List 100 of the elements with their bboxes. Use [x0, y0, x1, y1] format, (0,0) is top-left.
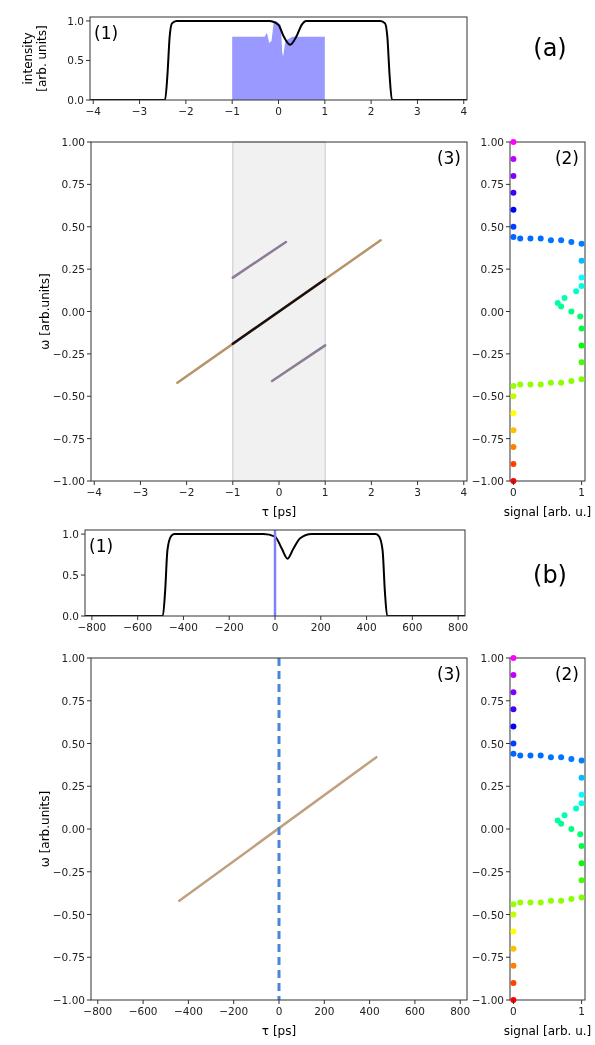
point [558, 897, 565, 904]
point [510, 962, 517, 969]
annotation: (1) [89, 536, 114, 556]
point [510, 383, 517, 390]
x-tick-label: 600 [404, 1005, 425, 1017]
y-tick-label: 0.0 [62, 610, 79, 622]
point [527, 235, 534, 242]
x-tick-label: −400 [169, 621, 198, 633]
point [537, 381, 544, 388]
x-tick-label: −1 [225, 486, 241, 498]
point [510, 740, 517, 747]
point [558, 237, 565, 244]
x-tick-label: −3 [132, 486, 149, 498]
point [578, 325, 585, 332]
x-tick-label: −200 [214, 621, 244, 633]
text: (b) [533, 561, 567, 589]
text: (a) [533, 34, 567, 62]
y-tick-label: −0.75 [471, 432, 504, 445]
y-tick-label: 0.00 [480, 823, 504, 835]
annotation: (1) [94, 23, 119, 43]
y-tick-label: 1.00 [480, 136, 504, 148]
x-tick-label: 3 [414, 486, 421, 498]
x-tick-label: 600 [402, 621, 423, 633]
x-tick-label: 0 [510, 1005, 517, 1017]
annotation: (3) [436, 664, 461, 684]
point [578, 240, 585, 247]
point [510, 233, 517, 240]
point [510, 945, 517, 952]
point [517, 235, 524, 242]
point [547, 379, 554, 386]
point [510, 139, 517, 145]
y-tick-label: 0.5 [67, 54, 84, 67]
point [510, 750, 517, 757]
point [527, 899, 534, 906]
point [510, 911, 517, 918]
y-tick-label: 0.75 [61, 178, 85, 191]
point [554, 300, 561, 307]
x-tick-label: −4 [85, 105, 102, 117]
y-tick-label: 0.25 [61, 263, 85, 276]
point [568, 378, 575, 384]
x-tick-label: −600 [123, 621, 153, 633]
point [510, 427, 517, 434]
point [510, 979, 517, 986]
x-tick-label: 0 [275, 486, 283, 498]
point [577, 313, 584, 320]
point [568, 239, 575, 246]
x-tick-label: 0 [275, 1005, 283, 1017]
annotation: (3) [436, 148, 461, 168]
point [568, 308, 575, 315]
point [561, 812, 568, 819]
x-tick-label: −3 [131, 105, 148, 117]
point [573, 288, 580, 295]
y-tick-label: −1.00 [471, 475, 504, 487]
y-tick-label: 0.50 [480, 220, 504, 233]
y-tick-label: 0.75 [480, 178, 504, 191]
point [517, 381, 524, 388]
point [578, 342, 585, 349]
point [537, 899, 544, 906]
x-tick-label: −600 [128, 1005, 158, 1017]
point [517, 752, 524, 759]
x-tick-label: 4 [460, 486, 468, 498]
y-tick-label: −0.25 [471, 865, 504, 878]
x-tick-label: 2 [368, 486, 375, 498]
x-tick-label: 1 [321, 105, 329, 117]
point [578, 877, 585, 884]
x-tick-label: 200 [314, 1005, 335, 1017]
x-axis-title: τ [ps] [261, 505, 297, 519]
point [578, 843, 585, 850]
x-tick-label: 400 [356, 621, 377, 633]
x-tick-label: 200 [310, 621, 331, 633]
y-tick-label: 0.75 [61, 694, 85, 707]
point [577, 831, 584, 838]
point [527, 381, 534, 388]
point [510, 672, 517, 679]
x-tick-label: 800 [450, 1005, 471, 1017]
x-axis-title: signal [arb. u.] [503, 1024, 592, 1038]
x-tick-label: −400 [173, 1005, 203, 1017]
y-tick-label: −0.50 [52, 390, 85, 403]
y-tick-label: 1.0 [67, 14, 84, 27]
y-tick-label: −0.50 [52, 908, 85, 921]
point [510, 689, 517, 696]
point [510, 928, 517, 935]
x-axis-title: signal [arb. u.] [503, 505, 592, 519]
x-tick-label: 2 [367, 105, 375, 117]
point [510, 461, 517, 468]
x-tick-label: −800 [77, 621, 107, 633]
x-tick-label: −2 [178, 105, 194, 117]
point [558, 820, 565, 827]
point [547, 897, 554, 904]
x-tick-label: 0 [275, 105, 282, 117]
point [510, 901, 517, 908]
point [578, 860, 585, 867]
x-tick-label: 1 [321, 486, 329, 498]
y-tick-label: −0.50 [471, 390, 504, 403]
x-tick-label: −1 [224, 105, 240, 117]
point [578, 791, 585, 798]
x-tick-label: 1 [578, 1005, 585, 1017]
y-tick-label: 0.75 [480, 694, 504, 707]
point [510, 706, 517, 713]
x-tick-label: −2 [178, 486, 195, 498]
